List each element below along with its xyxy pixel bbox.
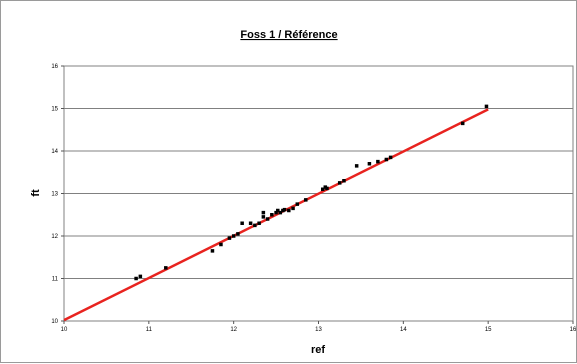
x-tick-label-13: 13 [315, 327, 322, 333]
y-tick-label-11: 11 [52, 277, 59, 283]
data-point-15 [270, 213, 274, 217]
data-point-27 [325, 186, 329, 191]
data-point-14 [265, 217, 270, 221]
x-tick-label-15: 15 [485, 327, 492, 333]
data-point-31 [367, 162, 372, 166]
trendline [63, 108, 489, 322]
y-tick-label-15: 15 [51, 107, 58, 113]
data-point-28 [337, 181, 342, 185]
data-point-32 [376, 159, 380, 164]
data-point-33 [384, 157, 389, 162]
y-tick-label-13: 13 [51, 192, 58, 198]
x-tick-label-16: 16 [570, 327, 577, 333]
data-point-11 [257, 221, 261, 225]
data-point-1 [138, 274, 143, 279]
data-point-7 [236, 232, 240, 236]
data-point-16 [274, 210, 278, 215]
data-point-18 [278, 210, 283, 215]
trendline-layer [63, 108, 489, 322]
x-tick-label-11: 11 [146, 327, 153, 333]
ticks-layer: 10 11 12 13 14 15 16 10 11 12 13 14 15 16 [51, 64, 577, 333]
data-point-9 [248, 221, 253, 225]
y-tick-label-16: 16 [51, 64, 58, 70]
points-layer [134, 104, 489, 281]
data-point-24 [304, 198, 308, 202]
x-tick-label-10: 10 [61, 327, 68, 333]
data-point-29 [342, 179, 346, 183]
data-point-20 [282, 207, 287, 212]
data-point-10 [253, 223, 257, 228]
data-point-4 [219, 242, 223, 247]
data-point-22 [291, 206, 295, 211]
data-point-30 [354, 164, 359, 168]
x-tick-label-14: 14 [400, 327, 407, 333]
chart-title: Foss 1 / Référence [240, 29, 337, 41]
data-point-5 [227, 236, 232, 240]
data-point-8 [240, 221, 244, 225]
data-point-12 [261, 215, 266, 219]
y-tick-label-12: 12 [51, 234, 58, 240]
x-axis-label: ref [311, 344, 325, 356]
data-point-0 [134, 276, 138, 281]
x-tick-label-12: 12 [230, 327, 237, 333]
y-tick-label-14: 14 [51, 149, 58, 155]
data-point-25 [320, 187, 325, 191]
data-point-17 [276, 208, 280, 213]
data-point-3 [210, 249, 215, 253]
data-point-21 [287, 208, 291, 213]
data-point-35 [460, 121, 465, 126]
data-point-6 [231, 234, 236, 238]
y-axis-label: ft [30, 189, 42, 197]
data-point-2 [164, 266, 168, 270]
data-point-13 [261, 210, 266, 215]
data-point-23 [295, 202, 300, 206]
data-point-34 [388, 155, 393, 160]
y-tick-label-10: 10 [51, 319, 58, 325]
data-point-36 [484, 104, 489, 109]
